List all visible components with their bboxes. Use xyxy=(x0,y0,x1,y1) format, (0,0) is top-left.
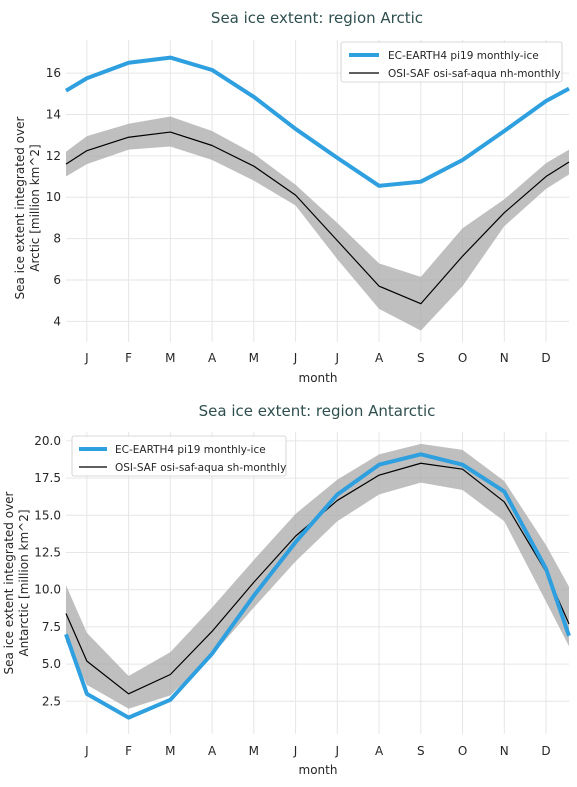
antarctic-x-tick-label: J xyxy=(293,744,298,758)
antarctic-chart-title: Sea ice extent: region Antarctic xyxy=(199,402,436,420)
arctic-x-tick-label: A xyxy=(208,351,217,365)
arctic-chart-title: Sea ice extent: region Arctic xyxy=(211,9,423,27)
arctic-series-lines xyxy=(64,55,570,305)
antarctic-y-axis-label-line-2: Antarctic [million km^2] xyxy=(17,509,31,656)
antarctic-x-tick-label: O xyxy=(458,744,467,758)
arctic-x-tick-label: M xyxy=(249,351,259,365)
arctic-y-tick-label: 12 xyxy=(46,149,61,163)
arctic-grid xyxy=(66,40,569,342)
arctic-band-series-1 xyxy=(66,116,569,331)
arctic-x-tick-label: J xyxy=(293,351,298,365)
antarctic-y-tick-label: 17.5 xyxy=(34,471,61,485)
antarctic-x-tick-label: N xyxy=(500,744,509,758)
arctic-y-axis-label: Sea ice extent integrated over Arctic [m… xyxy=(13,116,42,299)
antarctic-y-tick-label: 7.5 xyxy=(42,620,61,634)
antarctic-x-tick-label: M xyxy=(249,744,259,758)
arctic-y-tick-label: 4 xyxy=(53,314,61,328)
arctic-y-axis-label-line-2: Arctic [million km^2] xyxy=(28,144,42,271)
antarctic-y-tick-label: 15.0 xyxy=(34,508,61,522)
arctic-osisaf-line xyxy=(65,131,570,305)
antarctic-x-tick-label: M xyxy=(165,744,175,758)
antarctic-y-tick-label: 2.5 xyxy=(42,694,61,708)
arctic-x-tick-label: S xyxy=(417,351,425,365)
arctic-x-tick-label: A xyxy=(375,351,384,365)
antarctic-ecearth-line xyxy=(64,452,571,720)
arctic-x-axis-label: month xyxy=(299,371,338,385)
arctic-y-tick-label: 16 xyxy=(46,66,61,80)
antarctic-x-axis-label: month xyxy=(299,763,338,777)
antarctic-x-tick-label: A xyxy=(375,744,384,758)
antarctic-x-tick-label: J xyxy=(335,744,340,758)
antarctic-legend-label-ecearth: EC-EARTH4 pi19 monthly-ice xyxy=(115,444,266,456)
arctic-osi-saf-band xyxy=(66,116,569,331)
arctic-y-tick-labels: 4 6 8 10 12 14 16 xyxy=(46,66,61,328)
arctic-x-tick-label: M xyxy=(165,351,175,365)
arctic-x-tick-label: D xyxy=(541,351,550,365)
arctic-y-tick-label: 14 xyxy=(46,107,61,121)
arctic-y-tick-label: 10 xyxy=(46,190,61,204)
arctic-ecearth-line xyxy=(64,55,570,188)
antarctic-x-tick-label: J xyxy=(84,744,89,758)
antarctic-x-tick-label: F xyxy=(125,744,132,758)
arctic-legend: EC-EARTH4 pi19 monthly-ice OSI-SAF osi-s… xyxy=(340,41,563,83)
antarctic-x-tick-label: D xyxy=(541,744,550,758)
arctic-legend-box xyxy=(340,41,563,83)
antarctic-osi-saf-band xyxy=(66,443,569,709)
arctic-legend-label-osisaf: OSI-SAF osi-saf-aqua nh-monthly xyxy=(388,68,561,80)
antarctic-y-tick-labels: 2.5 5.0 7.5 10.0 12.5 15.0 17.5 20.0 xyxy=(34,434,61,708)
antarctic-y-tick-label: 5.0 xyxy=(42,657,61,671)
antarctic-chart: Sea ice extent: region Antarctic J F M A M J J… xyxy=(2,402,571,777)
antarctic-y-axis-label-line-1: Sea ice extent integrated over xyxy=(2,491,16,674)
antarctic-y-tick-label: 12.5 xyxy=(34,546,61,560)
arctic-y-tick-label: 6 xyxy=(53,273,61,287)
antarctic-x-tick-label: S xyxy=(417,744,425,758)
antarctic-legend-label-osisaf: OSI-SAF osi-saf-aqua sh-monthly xyxy=(115,462,286,474)
arctic-x-tick-label: J xyxy=(335,351,340,365)
antarctic-x-tick-label: A xyxy=(208,744,217,758)
arctic-chart: Sea ice extent: region Arctic J F M A M J J A S O… xyxy=(13,9,570,385)
antarctic-y-axis-label: Sea ice extent integrated over Antarctic… xyxy=(2,491,31,674)
antarctic-y-tick-label: 10.0 xyxy=(34,583,61,597)
arctic-x-tick-label: O xyxy=(458,351,467,365)
antarctic-legend: EC-EARTH4 pi19 monthly-ice OSI-SAF osi-s… xyxy=(71,435,287,477)
antarctic-series-lines xyxy=(64,452,571,720)
antarctic-y-tick-label: 20.0 xyxy=(34,434,61,448)
arctic-x-tick-label: J xyxy=(84,351,89,365)
arctic-x-tick-label: N xyxy=(500,351,509,365)
antarctic-band-series-1 xyxy=(66,443,569,709)
arctic-y-axis-label-line-1: Sea ice extent integrated over xyxy=(13,116,27,299)
arctic-legend-label-ecearth: EC-EARTH4 pi19 monthly-ice xyxy=(388,50,539,62)
antarctic-legend-box xyxy=(71,435,287,477)
arctic-y-tick-label: 8 xyxy=(53,232,61,246)
arctic-x-tick-label: F xyxy=(125,351,132,365)
